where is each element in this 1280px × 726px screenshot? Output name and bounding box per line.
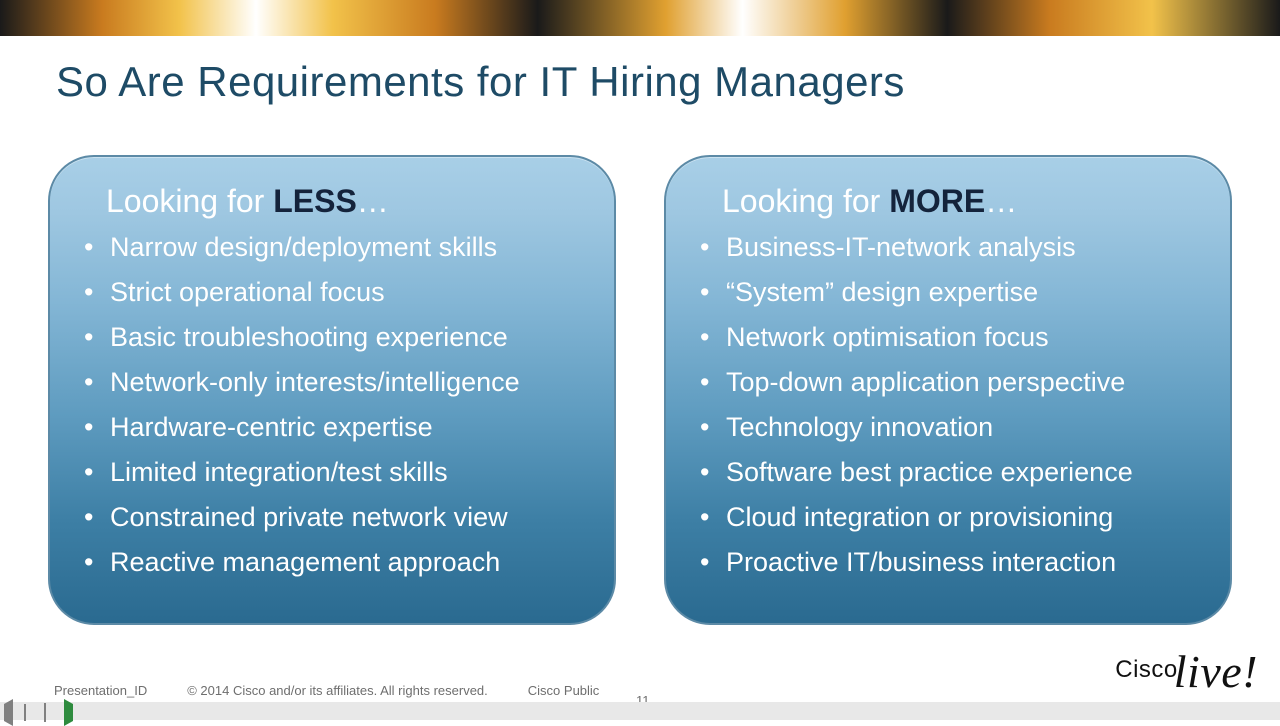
list-item: Basic troubleshooting experience	[110, 324, 598, 351]
list-item: “System” design expertise	[726, 279, 1214, 306]
right-panel: Looking for MORE… Business-IT-network an…	[664, 155, 1232, 625]
list-item: Network-only interests/intelligence	[110, 369, 598, 396]
list-item: Business-IT-network analysis	[726, 234, 1214, 261]
list-item: Network optimisation focus	[726, 324, 1214, 351]
footer-copyright: © 2014 Cisco and/or its affiliates. All …	[187, 683, 488, 698]
list-item: Technology innovation	[726, 414, 1214, 441]
right-panel-header: Looking for MORE…	[682, 183, 1214, 234]
right-bullet-list: Business-IT-network analysis “System” de…	[682, 234, 1214, 576]
next-slide-button[interactable]	[64, 704, 80, 718]
footer: Presentation_ID © 2014 Cisco and/or its …	[54, 683, 599, 698]
slide-menu-button[interactable]	[44, 704, 60, 718]
viewer-nav-bar	[0, 702, 1280, 720]
list-item: Top-down application perspective	[726, 369, 1214, 396]
left-header-suffix: …	[357, 183, 389, 219]
left-bullet-list: Narrow design/deployment skills Strict o…	[66, 234, 598, 576]
left-header-strong: LESS	[273, 183, 357, 219]
list-item: Software best practice experience	[726, 459, 1214, 486]
pen-icon	[24, 704, 26, 721]
arrow-left-icon	[4, 699, 13, 726]
left-panel: Looking for LESS… Narrow design/deployme…	[48, 155, 616, 625]
list-item: Reactive management approach	[110, 549, 598, 576]
pen-tool-button[interactable]	[24, 704, 40, 718]
list-item: Constrained private network view	[110, 504, 598, 531]
panels-container: Looking for LESS… Narrow design/deployme…	[48, 155, 1232, 625]
logo-script: live!	[1174, 646, 1258, 697]
page-title: So Are Requirements for IT Hiring Manage…	[56, 58, 905, 106]
arrow-right-icon	[64, 699, 73, 726]
list-item: Limited integration/test skills	[110, 459, 598, 486]
logo-brand: Cisco	[1115, 656, 1178, 683]
decorative-top-banner	[0, 0, 1280, 36]
list-item: Strict operational focus	[110, 279, 598, 306]
page-icon	[44, 703, 46, 722]
right-header-suffix: …	[985, 183, 1017, 219]
right-header-strong: MORE	[889, 183, 985, 219]
list-item: Narrow design/deployment skills	[110, 234, 598, 261]
list-item: Cloud integration or provisioning	[726, 504, 1214, 531]
footer-classification: Cisco Public	[528, 683, 600, 698]
prev-slide-button[interactable]	[4, 704, 20, 718]
left-header-prefix: Looking for	[106, 183, 273, 219]
cisco-live-logo: Ciscolive!	[1115, 645, 1258, 698]
list-item: Hardware-centric expertise	[110, 414, 598, 441]
left-panel-header: Looking for LESS…	[66, 183, 598, 234]
list-item: Proactive IT/business interaction	[726, 549, 1214, 576]
footer-presentation-id: Presentation_ID	[54, 683, 147, 698]
right-header-prefix: Looking for	[722, 183, 889, 219]
